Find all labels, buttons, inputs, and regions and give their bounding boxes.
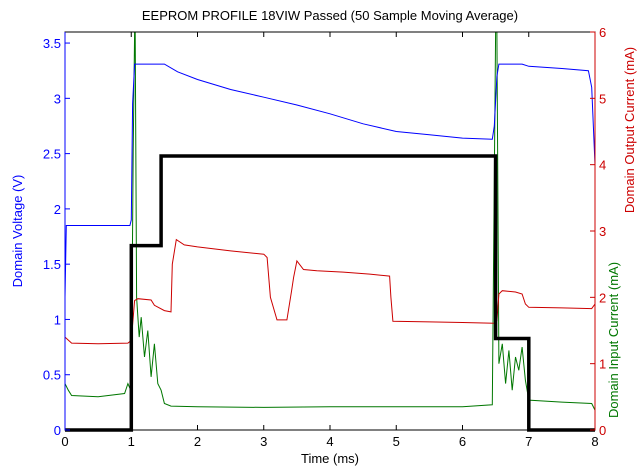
x-tick-label: 8 xyxy=(591,434,598,449)
right-tick-label: 5 xyxy=(599,91,606,106)
left-tick-label: 2.5 xyxy=(43,147,61,162)
left-tick-label: 3.5 xyxy=(43,36,61,51)
x-tick-label: 7 xyxy=(525,434,532,449)
left-tick-label: 3 xyxy=(54,91,61,106)
x-tick-label: 6 xyxy=(459,434,466,449)
series-layer xyxy=(64,31,596,432)
x-tick-label: 4 xyxy=(326,434,333,449)
series-output-current-line xyxy=(64,238,596,345)
left-tick-label: 2 xyxy=(54,202,61,217)
x-tick-label: 1 xyxy=(128,434,135,449)
left-tick-label: 1 xyxy=(54,312,61,327)
left-tick-label: 1.5 xyxy=(43,257,61,272)
left-tick-label: 0 xyxy=(54,423,61,438)
left-tick-label: 0.5 xyxy=(43,368,61,383)
series-step-profile-line xyxy=(65,154,595,432)
series-input-current-line xyxy=(64,31,596,411)
x-tick-label: 2 xyxy=(194,434,201,449)
x-tick-label: 0 xyxy=(61,434,68,449)
left-axis-label: Domain Voltage (V) xyxy=(10,175,25,288)
right-tick-label: 3 xyxy=(599,224,606,239)
x-axis-label: Time (ms) xyxy=(301,451,359,466)
right-tick-label: 6 xyxy=(599,25,606,40)
right-tick-label: 1 xyxy=(599,357,606,372)
x-tick-label: 3 xyxy=(260,434,267,449)
plot-background xyxy=(65,32,595,430)
right-tick-label: 2 xyxy=(599,290,606,305)
right-tick-label: 0 xyxy=(599,423,606,438)
right-axis-outer-label: Domain Output Current (mA) xyxy=(622,47,637,213)
chart-title: EEPROM PROFILE 18VIW Passed (50 Sample M… xyxy=(142,8,518,23)
right-tick-label: 4 xyxy=(599,158,606,173)
x-tick-label: 5 xyxy=(393,434,400,449)
series-voltage-line xyxy=(64,63,596,298)
right-axis-inner-label: Domain Input Current (mA) xyxy=(606,262,621,418)
